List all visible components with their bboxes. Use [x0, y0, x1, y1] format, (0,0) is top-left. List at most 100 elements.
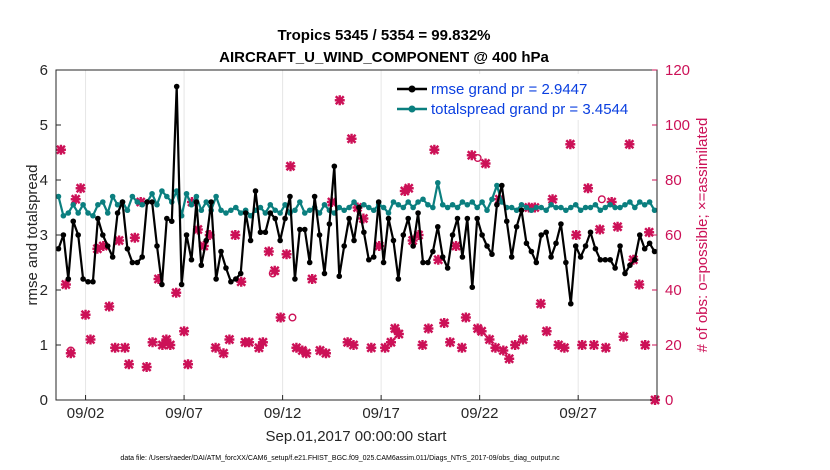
- rmse-point: [287, 193, 293, 200]
- rmse-point: [420, 259, 426, 266]
- totalspread-point: [228, 207, 234, 214]
- rmse-point: [499, 182, 505, 189]
- obs-assimilated-marker: [583, 183, 594, 194]
- totalspread-point: [602, 204, 609, 211]
- rmse-point: [75, 232, 81, 238]
- rmse-point: [415, 210, 421, 216]
- totalspread-point: [262, 210, 269, 216]
- y-axis-right: 0 20 40 60 80 100 120: [652, 62, 690, 409]
- rmse-point: [164, 215, 170, 222]
- totalspread-point: [366, 204, 372, 211]
- totalspread-point: [237, 210, 244, 216]
- rmse-point: [223, 265, 229, 271]
- obs-assimilated-marker: [565, 139, 576, 150]
- totalspread-point: [154, 201, 160, 208]
- rmse-point: [173, 83, 180, 90]
- totalspread-point: [420, 196, 426, 203]
- totalspread-point: [149, 190, 155, 197]
- rmse-point: [622, 270, 628, 277]
- y-right-tick-label: 40: [665, 282, 682, 299]
- rmse-point: [356, 204, 362, 211]
- rmse-point: [178, 281, 185, 288]
- totalspread-point: [99, 199, 106, 205]
- x-tick-label: 09/02: [67, 405, 105, 422]
- y-right-tick-label: 80: [665, 172, 682, 189]
- rmse-point: [198, 262, 205, 269]
- obs-assimilated-marker: [285, 161, 296, 172]
- rmse-point: [292, 276, 298, 282]
- obs-assimilated-marker: [644, 227, 655, 238]
- obs-assimilated-marker: [571, 230, 582, 240]
- obs-assimilated-marker: [624, 139, 635, 150]
- obs-assimilated-marker: [535, 298, 546, 309]
- rmse-point: [582, 243, 589, 249]
- rmse-point: [646, 240, 653, 247]
- totalspread-point: [90, 212, 96, 219]
- totalspread-point: [361, 201, 367, 208]
- obs-assimilated-marker: [281, 249, 292, 260]
- obs-assimilated-marker: [466, 150, 477, 161]
- obs-assimilated-marker: [476, 326, 487, 337]
- totalspread-point: [139, 201, 146, 208]
- obs-assimilated-marker: [275, 312, 286, 323]
- y-axis-left-label: rmse and totalspread: [24, 165, 41, 306]
- totalspread-point: [218, 207, 224, 214]
- obs-possible-marker: [288, 313, 297, 322]
- totalspread-point: [257, 204, 264, 211]
- totalspread-point: [385, 210, 392, 216]
- rmse-series: [55, 83, 658, 307]
- totalspread-point: [567, 204, 574, 211]
- rmse-point: [400, 232, 407, 238]
- totalspread-point: [636, 199, 643, 205]
- obs-assimilated-marker: [417, 340, 428, 350]
- rmse-point: [543, 229, 549, 236]
- rmse-point: [104, 243, 111, 249]
- rmse-point: [208, 199, 214, 205]
- rmse-point: [262, 229, 269, 236]
- totalspread-point: [336, 204, 343, 211]
- totalspread-point: [203, 199, 210, 205]
- totalspread-point: [80, 201, 86, 208]
- legend: rmse grand pr = 2.9447 totalspread grand…: [393, 74, 652, 120]
- rmse-point: [558, 221, 564, 227]
- rmse-point: [95, 215, 101, 222]
- rmse-point: [346, 215, 352, 222]
- rmse-point: [380, 259, 387, 266]
- totalspread-point: [425, 201, 431, 208]
- totalspread-point: [405, 199, 412, 205]
- rmse-point: [168, 218, 175, 225]
- legend-spread-label: totalspread grand pr = 3.4544: [431, 101, 628, 118]
- totalspread-point: [464, 201, 471, 208]
- obs-assimilated-marker: [588, 340, 599, 350]
- rmse-point: [80, 276, 86, 282]
- rmse-point: [203, 237, 210, 244]
- rmse-point: [632, 256, 638, 263]
- rmse-point: [242, 210, 249, 216]
- x-tick-label: 09/12: [264, 405, 302, 422]
- rmse-point: [99, 232, 106, 238]
- data-file-footer: data file: /Users/raeder/DAI/ATM_forcXX/…: [120, 455, 560, 462]
- obs-assimilated-marker: [460, 312, 471, 323]
- totalspread-point: [316, 210, 323, 216]
- rmse-point: [528, 248, 535, 255]
- obs-assimilated-marker: [541, 326, 552, 337]
- rmse-point: [154, 243, 160, 249]
- totalspread-point: [55, 193, 62, 200]
- totalspread-point: [415, 199, 421, 205]
- rmse-point: [375, 199, 382, 205]
- totalspread-point: [622, 201, 628, 208]
- rmse-point: [459, 254, 466, 260]
- obs-assimilated-marker: [577, 340, 588, 350]
- rmse-point: [567, 300, 574, 307]
- rmse-point: [351, 237, 357, 244]
- y-left-tick-label: 5: [40, 117, 48, 134]
- rmse-point: [430, 248, 436, 255]
- totalspread-point: [444, 204, 451, 211]
- obs-assimilated-marker: [114, 235, 125, 246]
- legend-rmse-marker: [408, 85, 416, 93]
- totalspread-point: [282, 201, 288, 208]
- obs-assimilated-marker: [165, 340, 176, 350]
- totalspread-point: [400, 204, 407, 211]
- totalspread-point: [543, 207, 549, 214]
- obs-assimilated-marker: [104, 301, 115, 312]
